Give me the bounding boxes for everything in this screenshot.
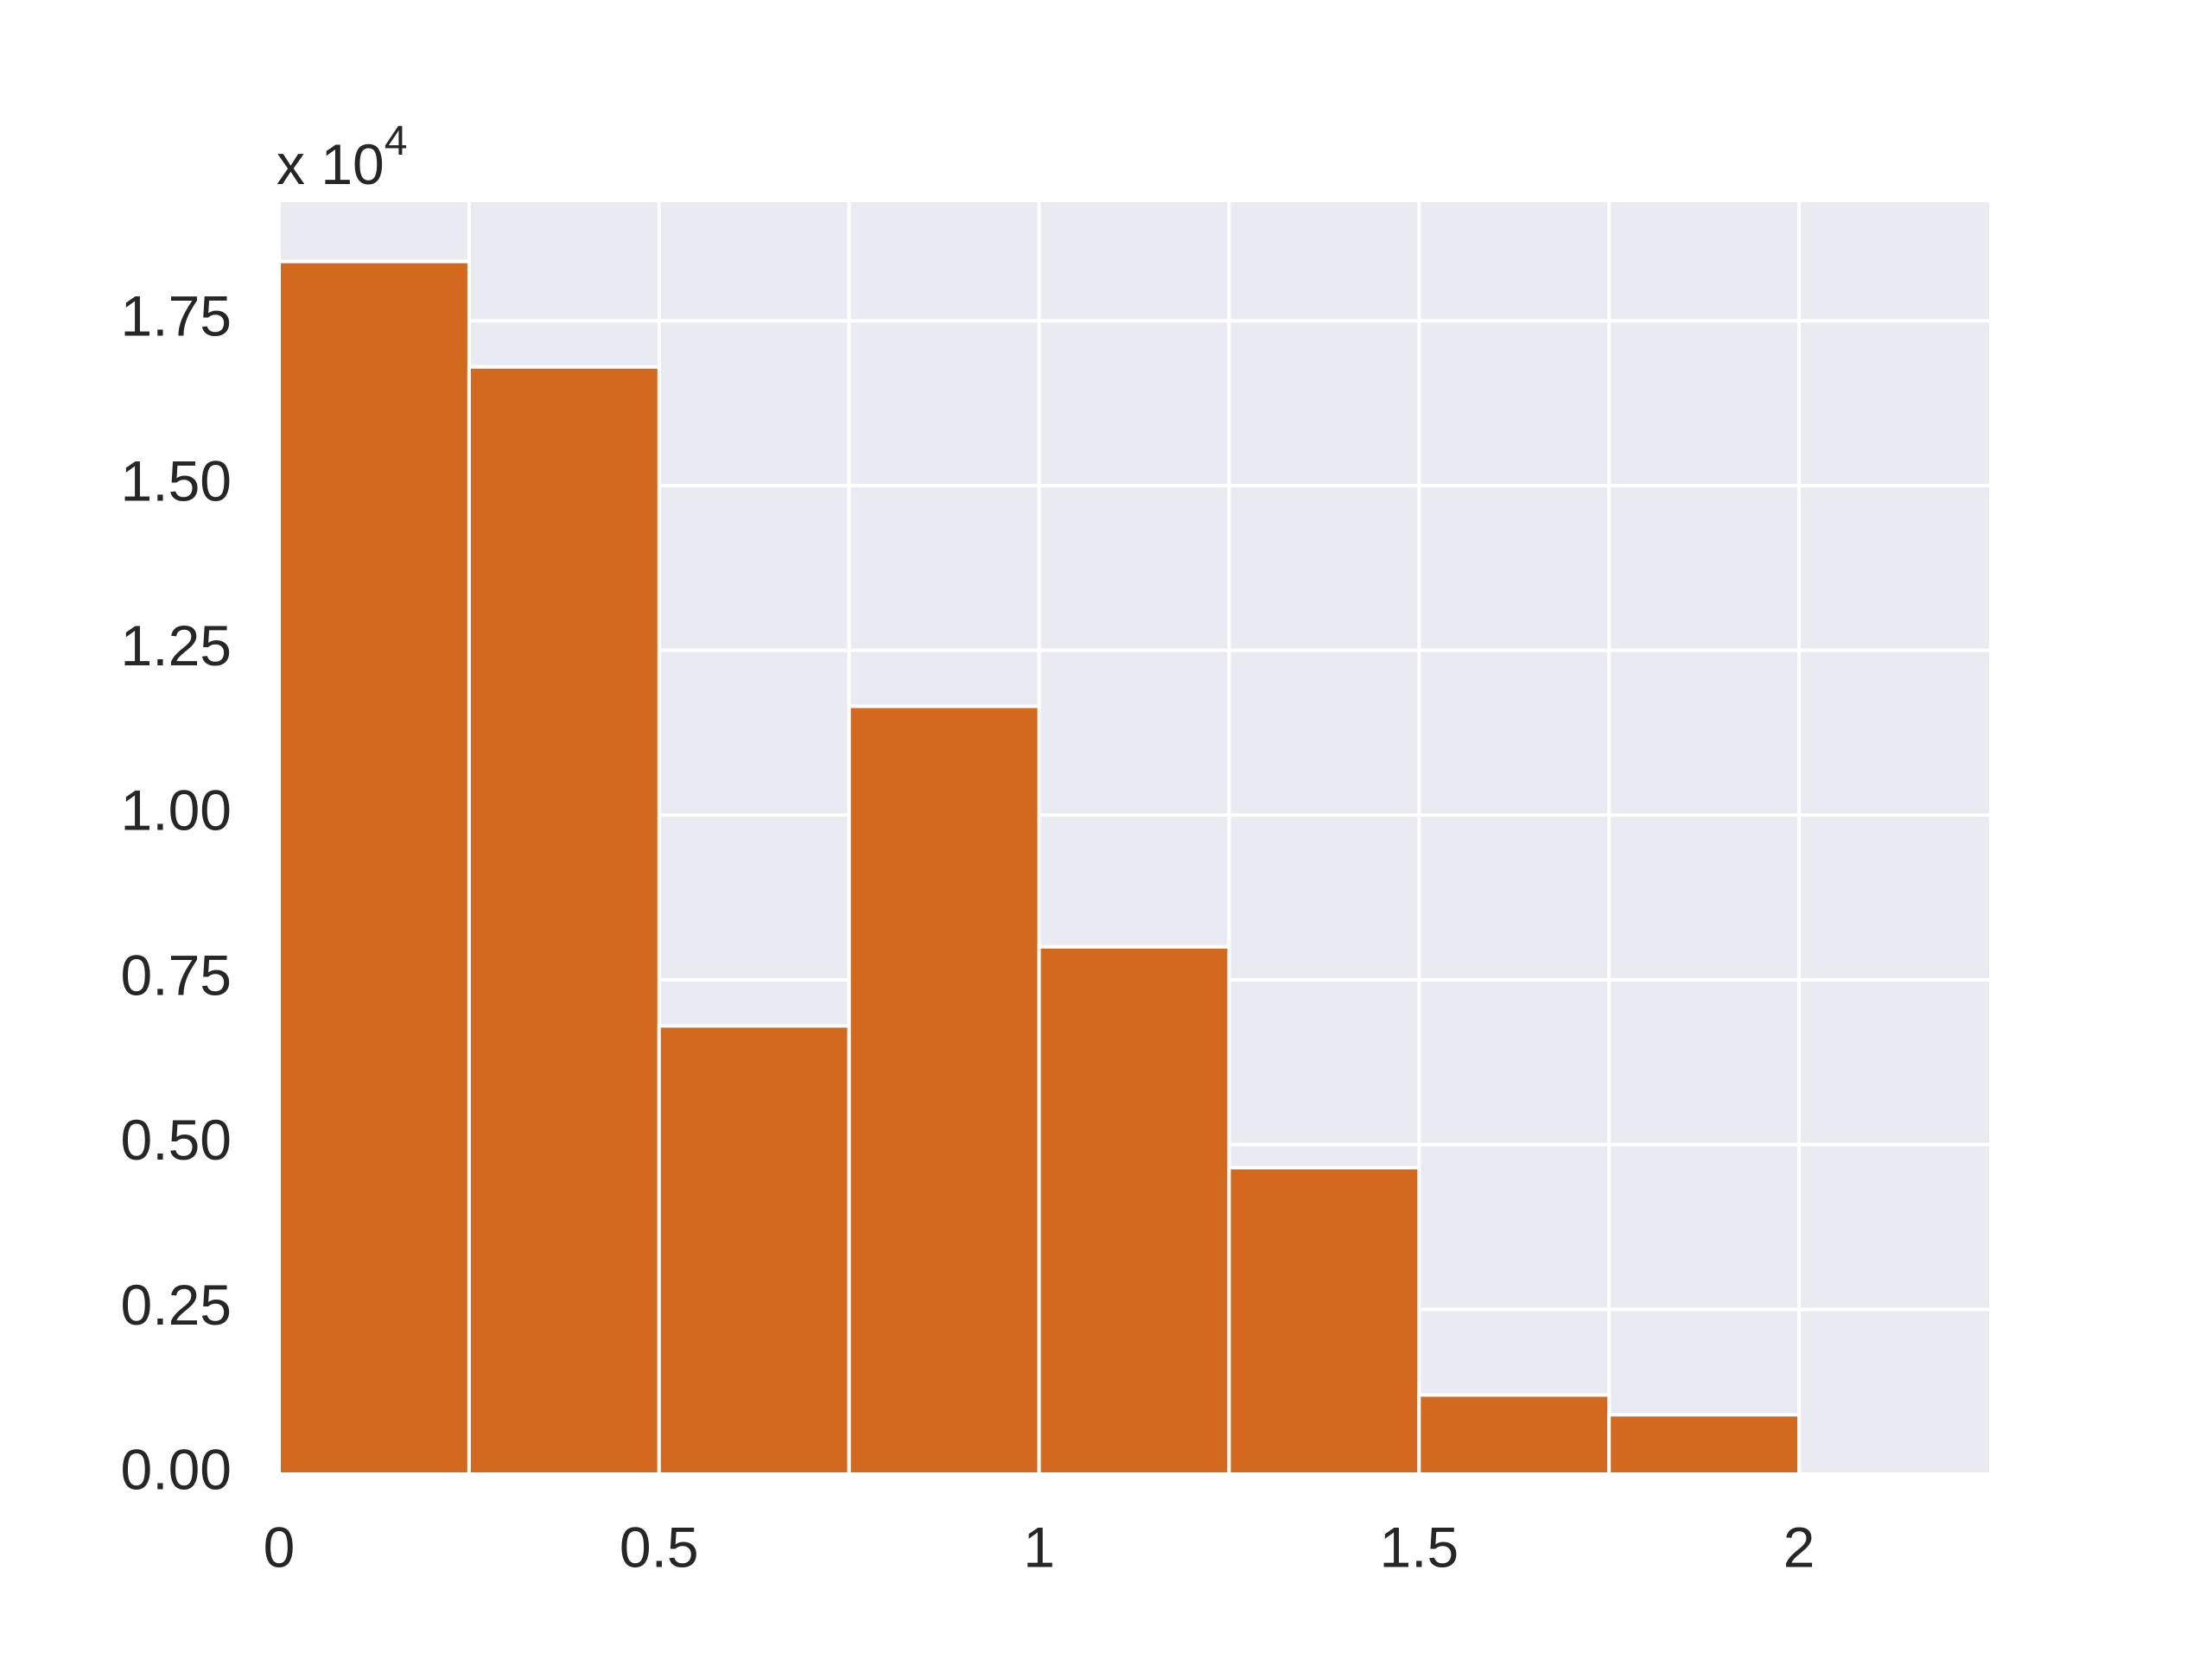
y-multiplier: x 104: [276, 118, 407, 197]
x-tick-label: 1: [1023, 1515, 1055, 1579]
y-tick-label: 1.50: [121, 448, 232, 512]
bars: [277, 259, 1802, 1477]
bar: [1417, 1393, 1611, 1476]
bar: [657, 1024, 851, 1477]
y-tick-label: 1.25: [121, 613, 232, 677]
y-tick-label: 1.00: [121, 779, 232, 842]
x-tick-label: 0: [264, 1515, 296, 1579]
y-tick-label: 0.00: [121, 1437, 232, 1501]
y-tick-label: 0.75: [121, 943, 232, 1007]
x-tick-label: 2: [1783, 1515, 1815, 1579]
bar: [1607, 1413, 1802, 1477]
bar: [467, 365, 661, 1476]
multiplier-exponent: 4: [385, 118, 408, 164]
y-tick-label: 0.50: [121, 1108, 232, 1172]
x-tick-label: 0.5: [620, 1515, 699, 1579]
labels: 0.00 0.25 0.50 0.75 1.00 1.25 1.50 1.75 0 0.5 1 1.5…: [121, 284, 1815, 1580]
bar: [1037, 944, 1231, 1477]
y-tick-label: 1.75: [121, 284, 232, 348]
x-tick-label: 1.5: [1379, 1515, 1459, 1579]
bar: [277, 259, 471, 1477]
y-tick-label: 0.25: [121, 1273, 232, 1337]
multiplier-base: x 10: [276, 132, 385, 196]
bar: [1227, 1166, 1421, 1477]
bar: [847, 704, 1041, 1476]
